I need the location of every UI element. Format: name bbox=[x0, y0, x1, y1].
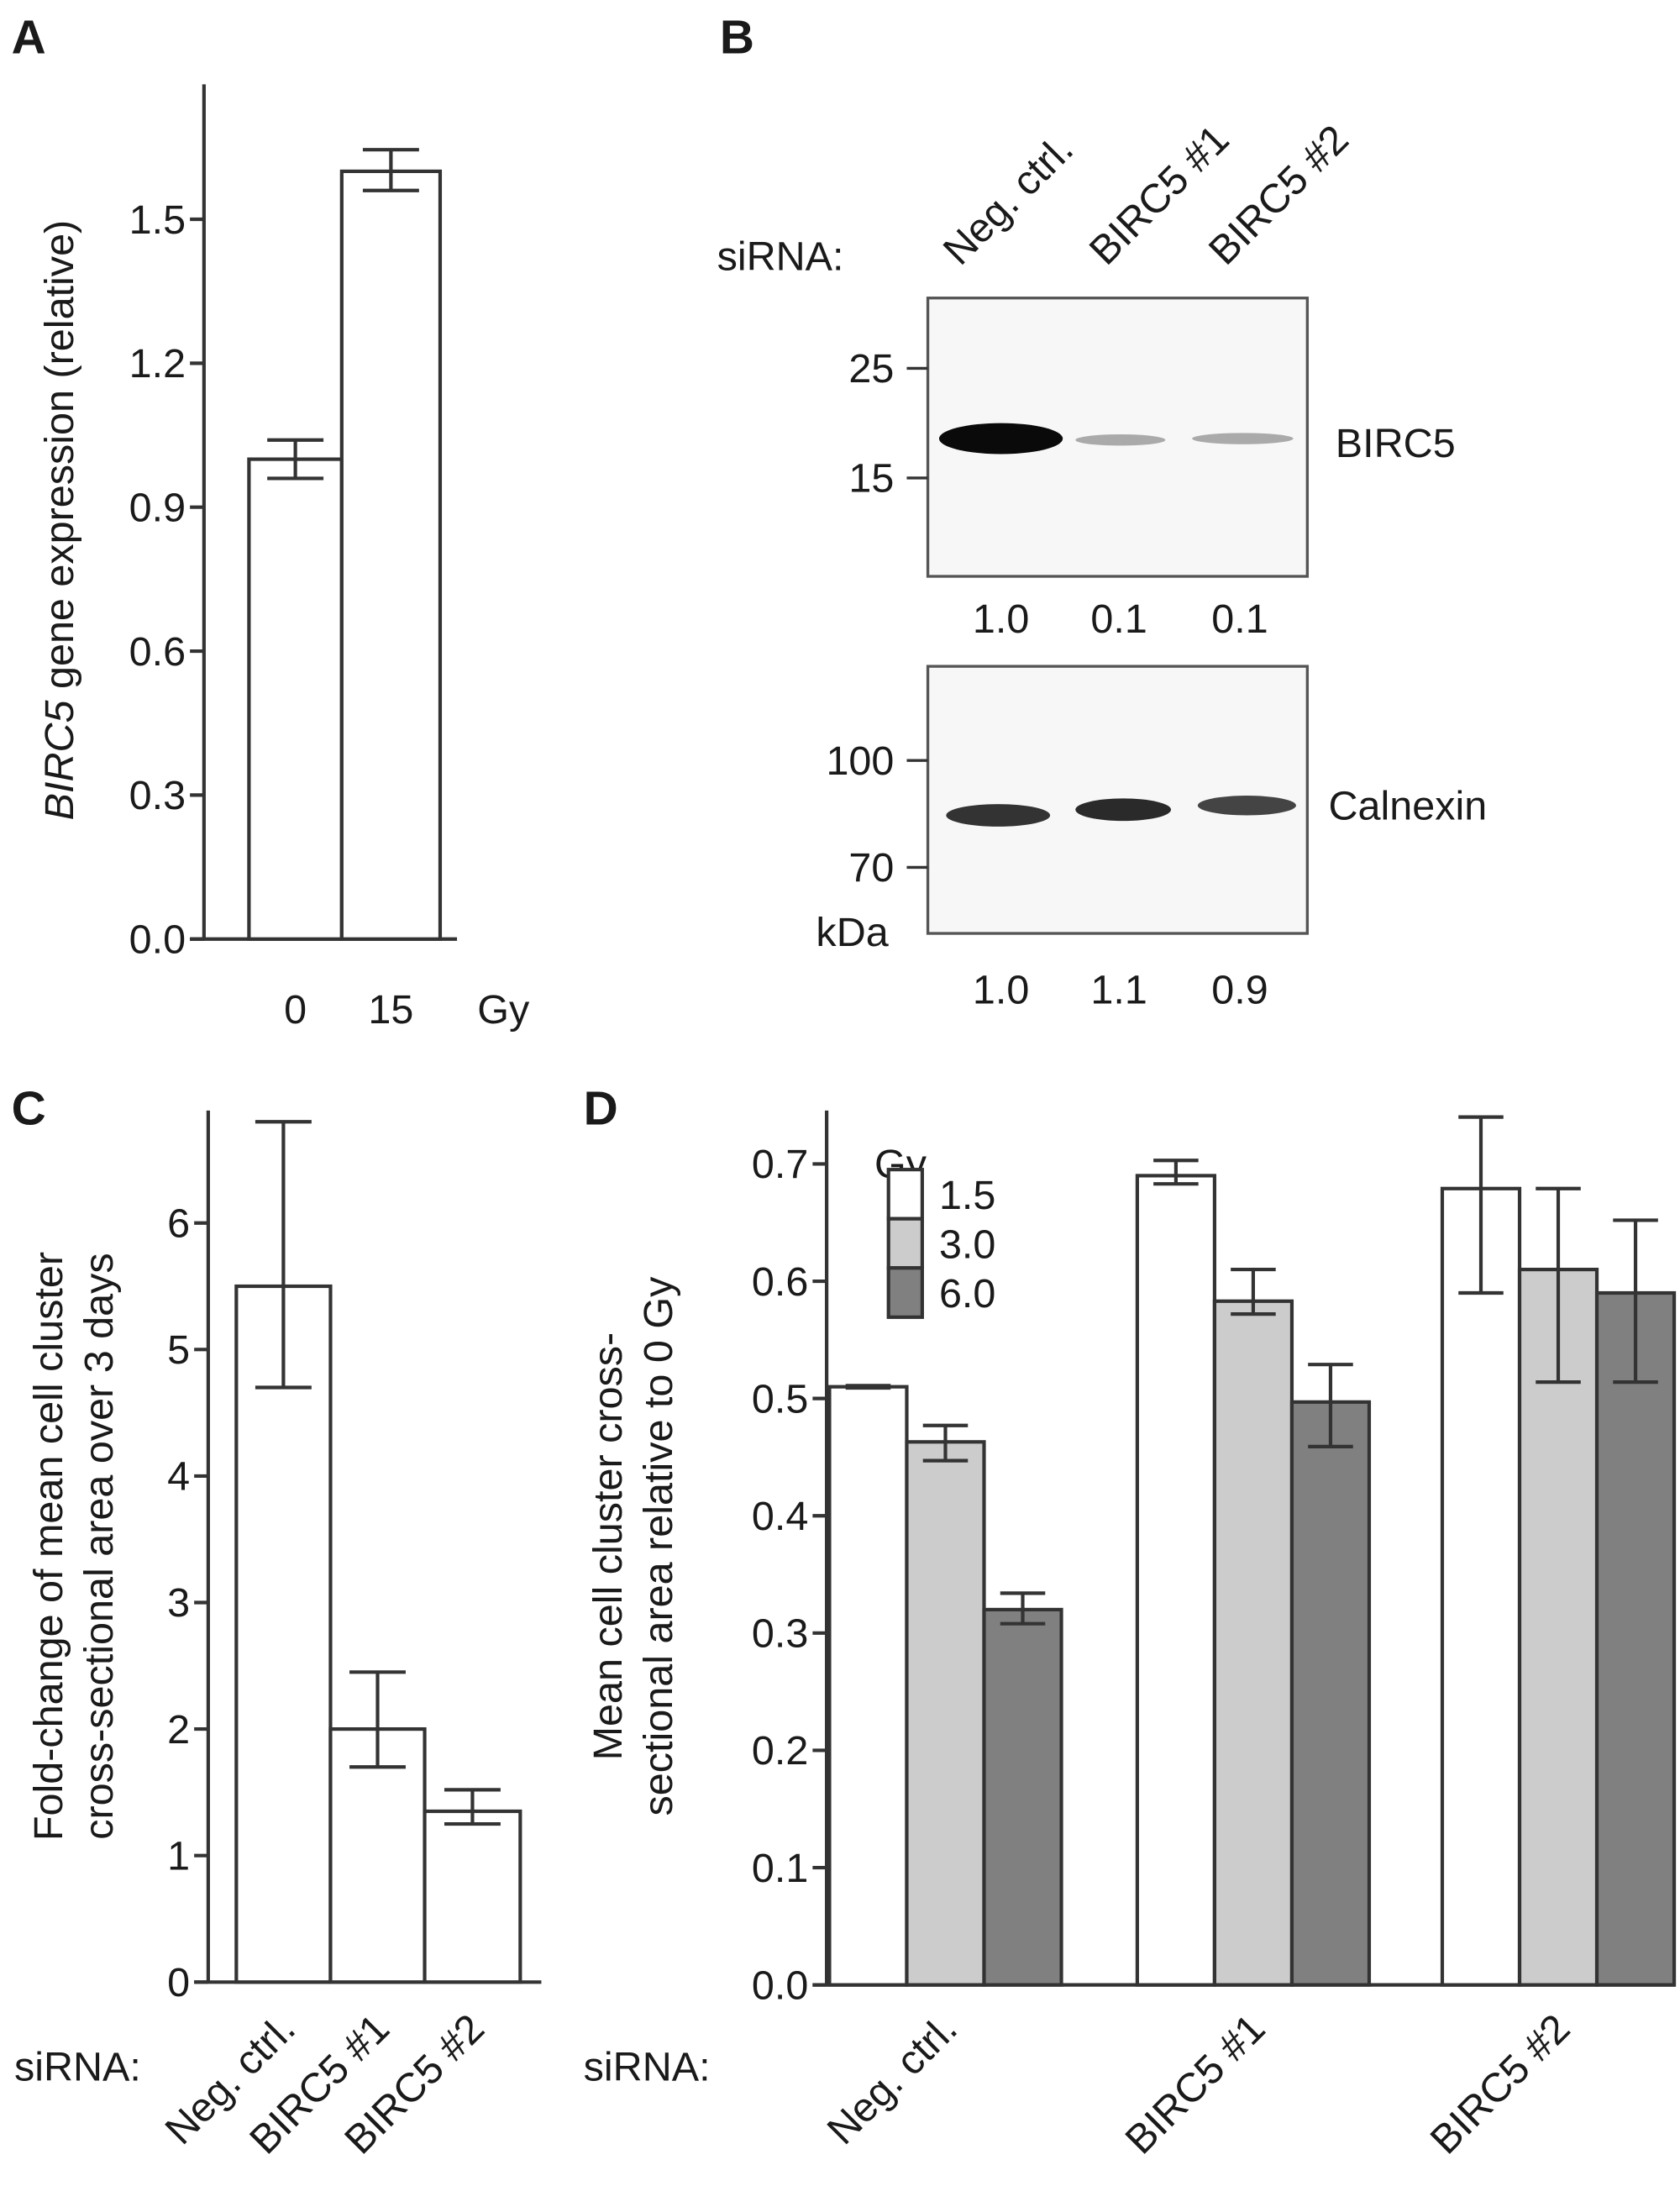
quant: 0.9 bbox=[1211, 968, 1268, 1013]
y-tick-label: 0.5 bbox=[752, 1376, 808, 1421]
bar bbox=[905, 1440, 986, 1987]
quant: 0.1 bbox=[1211, 596, 1268, 642]
y-tick-label: 1.5 bbox=[129, 197, 186, 243]
y-tick-label: 4 bbox=[167, 1454, 190, 1500]
quant: 0.1 bbox=[1090, 596, 1147, 642]
marker-label: 70 bbox=[848, 845, 894, 891]
y-tick-label: 0.2 bbox=[752, 1728, 808, 1773]
y-tick-label: 0.3 bbox=[752, 1611, 808, 1657]
band-calnexin-2 bbox=[1197, 796, 1296, 816]
y-tick-label: 0.6 bbox=[129, 629, 186, 675]
blot-lane-label: Neg. ctrl. bbox=[935, 126, 1082, 273]
bar bbox=[339, 169, 443, 941]
panel-c-ylabel-1: Fold-change of mean cell cluster bbox=[26, 1252, 71, 1841]
x-tick-label: BIRC5 #1 bbox=[1117, 2005, 1274, 2162]
panel-d-ylabel-2: sectional area relative to 0 Gy bbox=[636, 1276, 681, 1816]
bar bbox=[1135, 1174, 1217, 1987]
bar bbox=[1594, 1290, 1677, 1987]
legend-swatch bbox=[886, 1168, 924, 1221]
bar bbox=[827, 1385, 909, 1987]
panel-d-ylabel-1: Mean cell cluster cross- bbox=[585, 1332, 631, 1761]
panel-a-ylabel: BIRC5 gene expression (relative) bbox=[37, 220, 82, 821]
band-birc5-2 bbox=[1192, 433, 1294, 444]
panel-label-d: D bbox=[584, 1082, 618, 1136]
panel-label-a: A bbox=[12, 11, 46, 65]
x-tick-label: 0 bbox=[284, 987, 307, 1033]
blot-top-protein: BIRC5 bbox=[1336, 421, 1456, 466]
bar bbox=[1440, 1186, 1522, 1987]
y-tick-label: 3 bbox=[167, 1580, 190, 1626]
y-tick-label: 0.6 bbox=[752, 1259, 808, 1305]
bar bbox=[328, 1727, 427, 1984]
panel-c-sirna-label: siRNA: bbox=[14, 2044, 141, 2089]
y-tick-label: 0.0 bbox=[129, 917, 186, 962]
x-tick-label: BIRC5 #2 bbox=[1422, 2005, 1579, 2162]
x-tick-label: 15 bbox=[368, 987, 413, 1033]
y-tick-label: 0.9 bbox=[129, 485, 186, 530]
bar bbox=[1289, 1400, 1372, 1987]
y-tick-label: 1 bbox=[167, 1833, 190, 1879]
band-birc5-neg bbox=[938, 423, 1063, 455]
y-tick-label: 0.7 bbox=[752, 1142, 808, 1187]
legend-swatch bbox=[886, 1266, 924, 1319]
quant: 1.0 bbox=[973, 968, 1029, 1013]
quant: 1.0 bbox=[973, 596, 1029, 642]
y-tick-label: 0.4 bbox=[752, 1494, 808, 1539]
y-tick-label: 0.1 bbox=[752, 1846, 808, 1891]
western-blot: siRNA: Neg. ctrl. BIRC5 #1 BIRC5 #2 25 1… bbox=[717, 117, 1488, 1013]
marker-label: 25 bbox=[848, 346, 894, 391]
band-birc5-1 bbox=[1075, 434, 1166, 446]
marker-label: 100 bbox=[826, 738, 894, 784]
legend-label: 6.0 bbox=[939, 1271, 995, 1316]
bar bbox=[247, 457, 344, 941]
band-calnexin-1 bbox=[1075, 798, 1172, 822]
y-tick-label: 0 bbox=[167, 1960, 190, 2005]
bar bbox=[982, 1607, 1063, 1987]
panel-label-b: B bbox=[720, 11, 754, 65]
bar bbox=[234, 1284, 333, 1984]
kda-label: kDa bbox=[816, 910, 888, 955]
marker-label: 15 bbox=[848, 456, 894, 502]
y-tick-label: 6 bbox=[167, 1201, 190, 1246]
ylabel-rest: gene expression (relative) bbox=[37, 220, 82, 701]
x-tick-label: Neg. ctrl. bbox=[819, 2005, 966, 2152]
bar bbox=[1212, 1299, 1294, 1987]
panel-label-c: C bbox=[12, 1082, 46, 1136]
quant: 1.1 bbox=[1090, 968, 1147, 1013]
panel-c-ylabel-2: cross-sectional area over 3 days bbox=[76, 1253, 122, 1839]
legend-swatch bbox=[886, 1216, 924, 1270]
band-calnexin-neg bbox=[946, 804, 1051, 827]
y-tick-label: 0.3 bbox=[129, 773, 186, 818]
blot-sirna-label: siRNA: bbox=[717, 234, 844, 279]
panel-d-sirna-label: siRNA: bbox=[584, 2044, 711, 2089]
y-tick-label: 0.0 bbox=[752, 1963, 808, 2008]
legend-label: 3.0 bbox=[939, 1222, 995, 1268]
y-tick-label: 5 bbox=[167, 1327, 190, 1373]
bar bbox=[423, 1809, 522, 1984]
y-tick-label: 1.2 bbox=[129, 341, 186, 386]
panel-a-xunit: Gy bbox=[477, 987, 530, 1033]
y-tick-label: 2 bbox=[167, 1707, 190, 1752]
blot-bottom-protein: Calnexin bbox=[1328, 784, 1487, 829]
ylabel-gene: BIRC5 bbox=[37, 699, 82, 820]
legend-label: 1.5 bbox=[939, 1173, 995, 1218]
